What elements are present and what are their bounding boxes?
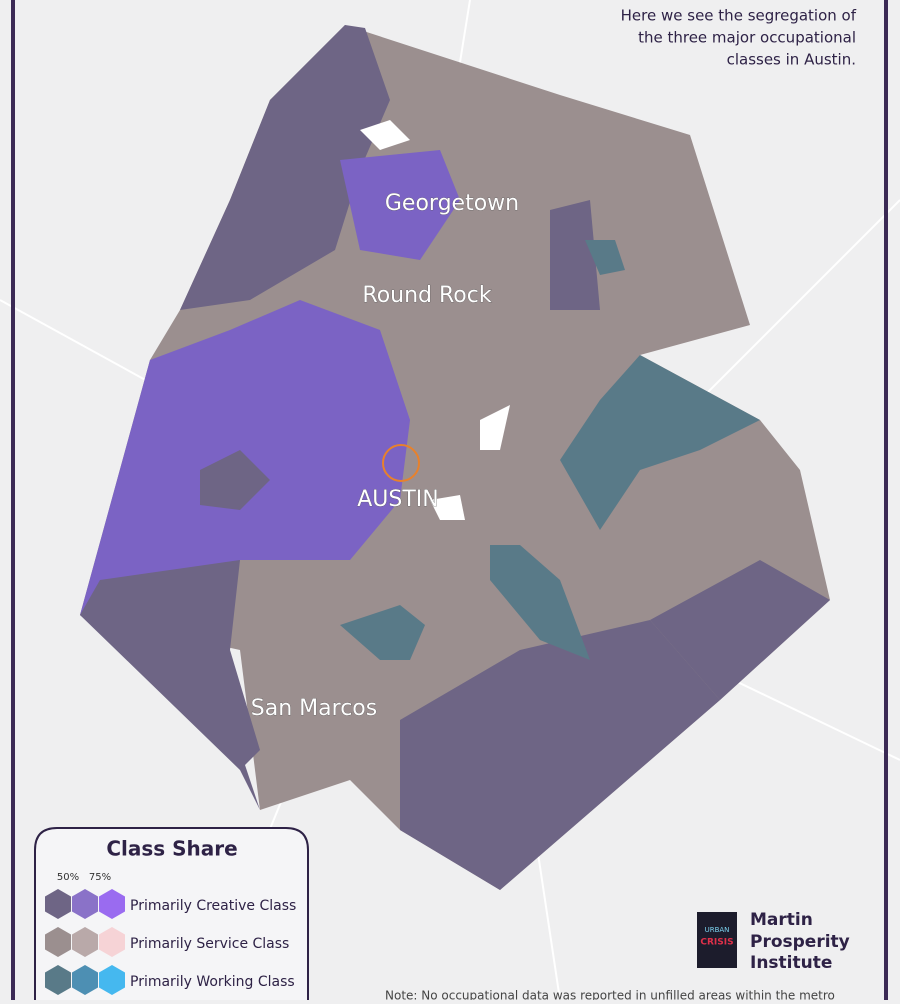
description-line: classes in Austin. bbox=[727, 51, 856, 69]
no-data bbox=[480, 405, 510, 450]
logo-name: Prosperity bbox=[750, 932, 850, 952]
city-label: AUSTIN bbox=[357, 487, 439, 512]
legend-swatch bbox=[99, 889, 125, 919]
description-line: the three major occupational bbox=[638, 29, 856, 47]
legend-swatch bbox=[72, 889, 98, 919]
downtown-marker bbox=[382, 444, 420, 482]
creative-region bbox=[400, 620, 720, 890]
legend: Class Share 50% 75% Primarily Creative C… bbox=[34, 827, 309, 1000]
legend-swatch bbox=[45, 927, 71, 957]
description-line: Here we see the segregation of bbox=[621, 7, 857, 25]
legend-threshold: 50% bbox=[57, 872, 79, 883]
legend-title: Class Share bbox=[106, 837, 237, 861]
legend-swatch bbox=[99, 965, 125, 995]
legend-swatch bbox=[72, 927, 98, 957]
working-region bbox=[490, 545, 590, 660]
creative-region bbox=[80, 560, 260, 770]
legend-swatch bbox=[45, 889, 71, 919]
legend-threshold: 75% bbox=[89, 872, 111, 883]
creative-region bbox=[550, 200, 600, 310]
legend-entry: Primarily Service Class bbox=[130, 936, 289, 952]
city-label: San Marcos bbox=[251, 696, 377, 721]
book-cover bbox=[697, 912, 737, 968]
legend-entry: Primarily Creative Class bbox=[130, 898, 296, 914]
legend-swatch bbox=[99, 927, 125, 957]
legend-swatch bbox=[72, 965, 98, 995]
city-label: Georgetown bbox=[385, 191, 519, 216]
regions bbox=[80, 25, 830, 890]
creative-region bbox=[200, 450, 270, 510]
working-region bbox=[585, 240, 625, 275]
logo-name: Institute bbox=[750, 953, 832, 973]
creative-region bbox=[650, 560, 830, 700]
city-label: Round Rock bbox=[362, 283, 491, 308]
legend-swatch bbox=[45, 965, 71, 995]
frame-left bbox=[11, 0, 15, 1000]
logo-name: Martin bbox=[750, 910, 813, 930]
legend-entry: Primarily Working Class bbox=[130, 974, 295, 990]
creative-region bbox=[340, 150, 460, 260]
note: Note: No occupational data was reported … bbox=[385, 989, 835, 1001]
legend-box bbox=[34, 827, 309, 1000]
book-title: CRISIS bbox=[700, 938, 733, 948]
no-data bbox=[430, 495, 465, 520]
logo: URBAN CRISIS Martin Prosperity Institute bbox=[697, 910, 850, 973]
frame-right bbox=[884, 0, 888, 1000]
book-title: URBAN bbox=[705, 926, 730, 934]
no-data bbox=[360, 120, 410, 150]
working-region bbox=[560, 355, 760, 530]
creative-region bbox=[180, 25, 390, 310]
description: Here we see the segregation of the three… bbox=[621, 7, 857, 69]
working-region bbox=[340, 605, 425, 660]
